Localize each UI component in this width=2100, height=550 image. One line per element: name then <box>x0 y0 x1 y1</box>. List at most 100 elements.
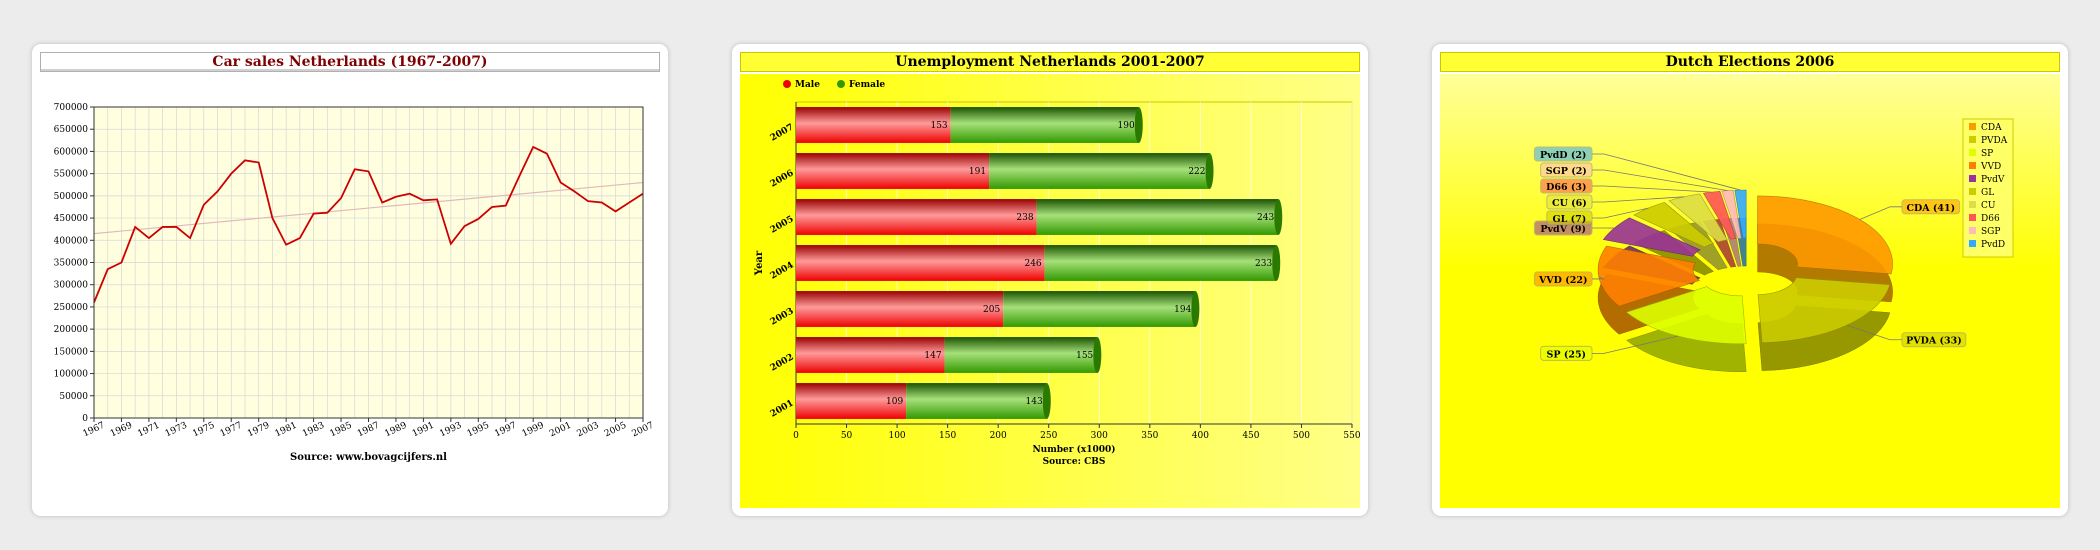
bar-cap <box>1042 383 1051 419</box>
unemployment-panel: Unemployment Netherlands 2001-2007 0 50 10… <box>731 43 1369 517</box>
bar-cap <box>1093 337 1102 373</box>
x-tick-label: 1969 <box>109 421 134 440</box>
data-label-female: 222 <box>1188 167 1205 177</box>
legend-label: GL <box>1981 188 1994 198</box>
x-tick-label: 300 <box>1091 431 1108 441</box>
slice-pvda <box>1757 277 1891 343</box>
bar-male <box>796 291 1004 327</box>
bar-female <box>1036 199 1279 235</box>
x-tick-label: 350 <box>1141 431 1158 441</box>
x-tick-label: 1971 <box>136 421 161 440</box>
y-tick-label: 2007 <box>769 122 796 143</box>
slice-label: PVDA (33) <box>1906 336 1962 347</box>
source-label: Source: www.bovagcijfers.nl <box>290 452 447 463</box>
slice-label-box <box>1546 194 1593 210</box>
bar-female <box>1044 245 1277 281</box>
x-tick-label: 1983 <box>301 421 326 440</box>
y-tick-label: 600000 <box>54 147 89 157</box>
leader-line <box>1846 324 1902 341</box>
x-tick-label: 2007 <box>631 421 656 440</box>
elections-chart: CDA (41) PVDA (33) SP (25) VVD (22) PvdV (9)… <box>1533 118 2014 373</box>
x-tick-label: 1993 <box>438 421 463 440</box>
data-label-female: 233 <box>1255 259 1272 269</box>
legend-swatch <box>1969 188 1976 195</box>
data-label-female: 155 <box>1076 351 1093 361</box>
x-tick-label: 1987 <box>356 421 381 440</box>
y-tick-label: 650000 <box>54 125 89 135</box>
x-tick-label: 500 <box>1293 431 1310 441</box>
bar-female <box>944 337 1098 373</box>
legend-label: PvdV <box>1981 175 2005 185</box>
slice-label: D66 (3) <box>1546 182 1586 193</box>
slice-cda <box>1757 195 1893 275</box>
y-tick-label: 2003 <box>769 306 796 327</box>
y-tick-label: 450000 <box>54 214 89 224</box>
slice-label-box <box>1540 345 1593 361</box>
chart-title: Car sales Netherlands (1967-2007) <box>40 52 660 72</box>
legend-marker-male <box>783 80 791 88</box>
trend-line <box>93 181 644 235</box>
y-tick-label: 0 <box>82 414 88 424</box>
bar-cap <box>1191 291 1200 327</box>
y-tick-label: 2002 <box>769 352 796 373</box>
slice-label: CDA (41) <box>1906 203 1955 214</box>
data-label-male: 147 <box>924 351 941 361</box>
car-sales-chart: 0 50000 100000 150000 200000 250000 300000 3500… <box>54 103 656 463</box>
y-tick-label: 2001 <box>769 398 796 419</box>
legend-swatch <box>1969 214 1976 221</box>
car-sales-panel: Car sales Netherlands (1967-2007) 0 50000… <box>31 43 669 517</box>
bar-cap <box>1134 107 1143 143</box>
x-tick-label: 1973 <box>164 421 189 440</box>
x-tick-label: 1997 <box>493 421 518 440</box>
slice-label-box <box>1546 210 1593 226</box>
y-tick-label: 2004 <box>769 260 796 281</box>
y-tick-label: 500000 <box>54 192 89 202</box>
legend-label: PvdD <box>1981 240 2005 250</box>
y-tick-label: 700000 <box>54 103 89 113</box>
legend-swatch <box>1969 175 1976 182</box>
legend-swatch <box>1969 201 1976 208</box>
slice-label: SP (25) <box>1547 349 1587 360</box>
data-label-male: 238 <box>1016 213 1033 223</box>
slice-label-box <box>1540 178 1593 194</box>
slice-label-box <box>1540 162 1593 178</box>
bar-female <box>906 383 1047 419</box>
slice-label: SGP (2) <box>1546 166 1587 177</box>
bar-male <box>796 245 1045 281</box>
slice-cu <box>1668 193 1728 243</box>
slice-gl <box>1633 202 1715 248</box>
slice-label: PvdD (2) <box>1540 150 1586 161</box>
slice-sp <box>1625 286 1747 345</box>
legend-label: D66 <box>1981 214 2000 224</box>
x-tick-label: 1995 <box>466 421 491 440</box>
x-tick-label: 2005 <box>603 421 628 440</box>
bar-female <box>989 153 1210 189</box>
x-tick-label: 1979 <box>246 421 271 440</box>
y-tick-label: 50000 <box>59 392 88 402</box>
x-tick-label: 1975 <box>191 421 216 440</box>
x-tick-label: 1991 <box>411 421 436 440</box>
x-tick-label: 1981 <box>274 421 299 440</box>
data-label-female: 194 <box>1174 305 1191 315</box>
bar-male <box>796 383 907 419</box>
slice-label-box <box>1533 146 1593 162</box>
leader-line <box>1592 185 1712 193</box>
y-axis-label: Year <box>754 250 765 276</box>
slice-d66 <box>1702 190 1737 240</box>
legend-marker-female <box>837 80 845 88</box>
plot-frame <box>93 106 644 419</box>
y-tick-label: 100000 <box>54 370 89 380</box>
data-label-male: 153 <box>930 121 947 131</box>
legend-swatch <box>1969 240 1976 247</box>
slice-label: GL (7) <box>1553 214 1587 225</box>
x-tick-label: 50 <box>841 431 853 441</box>
y-tick-label: 300000 <box>54 281 89 291</box>
data-label-male: 191 <box>969 167 986 177</box>
bar-male <box>796 153 990 189</box>
leader-line <box>1859 206 1902 220</box>
bar-cap <box>1272 245 1281 281</box>
x-tick-label: 2003 <box>576 421 601 440</box>
data-label-female: 243 <box>1257 213 1274 223</box>
x-tick-label: 200 <box>990 431 1007 441</box>
legend-swatch <box>1969 123 1976 130</box>
